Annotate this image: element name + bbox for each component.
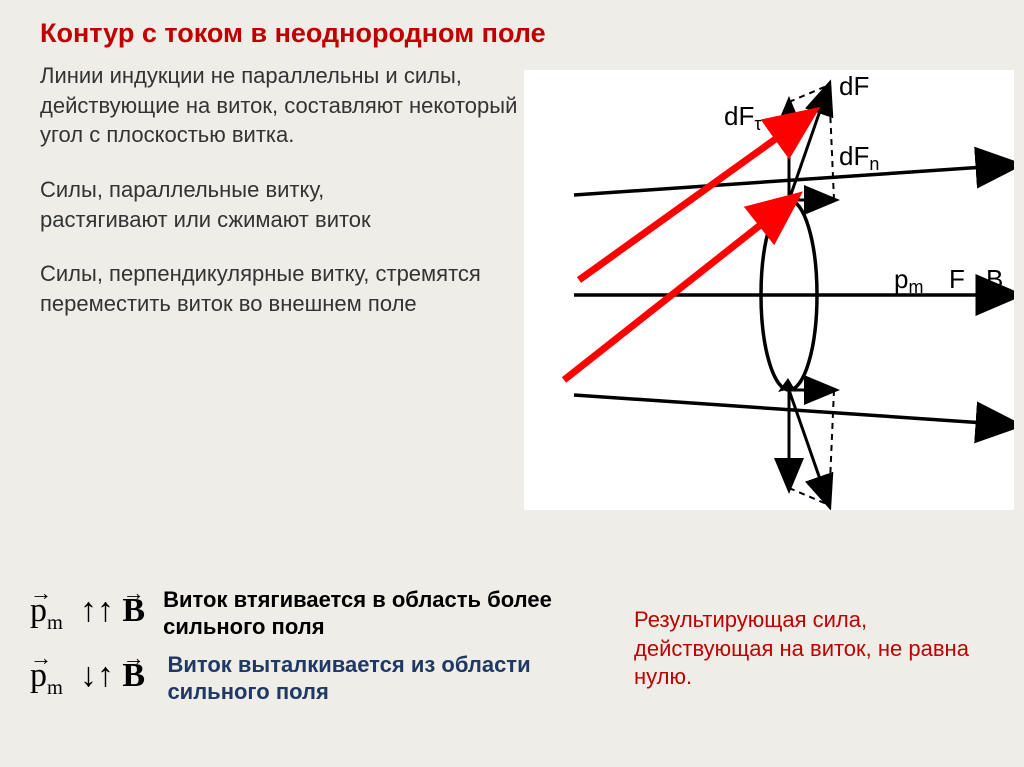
paragraph-2: Силы, параллельные витку, растягивают ил…: [40, 175, 520, 234]
formula-row-1: pm ↑↑ B Виток втягивается в область боле…: [30, 587, 590, 640]
result-text: Результирующая сила, действующая на вито…: [634, 606, 994, 692]
formula-2-text: Виток выталкивается из области сильного …: [167, 652, 590, 705]
slide-title: Контур с током в неоднородном поле: [40, 18, 992, 49]
sym-p1-sub: m: [47, 612, 63, 634]
formula-row-2: pm ↓↑ B Виток выталкивается из области с…: [30, 652, 590, 705]
paragraph-3: Силы, перпендикулярные витку, стремятся …: [40, 259, 520, 318]
sym-p2-sub: m: [47, 677, 63, 699]
label-F: F: [949, 264, 965, 294]
paragraph-1: Линии индукции не параллельны и силы, де…: [40, 61, 520, 150]
physics-diagram: dF dFτ dFn pm F B: [524, 70, 1014, 510]
formula-1-text: Виток втягивается в область более сильно…: [163, 587, 590, 640]
sym-p2: p: [30, 657, 47, 694]
para2a: Силы, параллельные витку,: [40, 177, 324, 202]
formula-1-symbol: pm ↑↑ B: [30, 592, 145, 635]
sym-b1: B: [122, 592, 145, 629]
sym-p1: p: [30, 592, 47, 629]
label-B: B: [986, 264, 1003, 294]
arrows-1: ↑↑: [80, 592, 114, 629]
diagram-bg: [524, 70, 1014, 510]
formula-2-symbol: pm ↓↑ B: [30, 657, 149, 700]
label-dF: dF: [839, 71, 869, 101]
arrows-2: ↓↑: [80, 657, 114, 694]
para2b: растягивают или сжимают виток: [40, 207, 371, 232]
sym-b2: B: [122, 657, 145, 694]
